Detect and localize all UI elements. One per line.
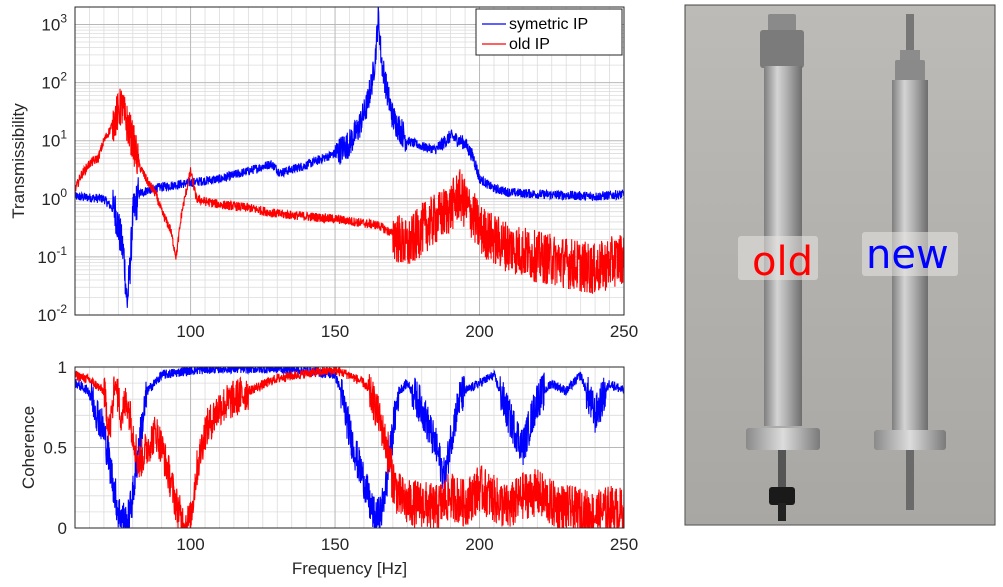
photo-panel: old new	[684, 4, 996, 526]
axes-frame	[74, 6, 625, 316]
new-device-rod	[906, 450, 914, 510]
x-tick-label: 200	[465, 535, 493, 554]
legend-label: symetric IP	[509, 16, 588, 33]
series-line-old-ip	[75, 88, 624, 294]
new-device-flange	[874, 430, 946, 450]
y-tick-label: 101	[41, 128, 67, 151]
x-tick-label: 250	[610, 535, 638, 554]
legend-label: old IP	[509, 36, 550, 53]
y-tick-label: 0	[58, 519, 67, 538]
y-tick-label: 1	[58, 358, 67, 377]
old-device-flange	[746, 428, 820, 450]
x-tick-label: 100	[176, 322, 204, 341]
grid	[75, 6, 625, 316]
old-label: old	[752, 239, 813, 285]
new-device-top-nut	[900, 50, 920, 60]
axes-frame	[74, 366, 625, 529]
old-device-knob-stem	[778, 503, 786, 521]
x-tick-label: 200	[465, 322, 493, 341]
new-device-head	[895, 60, 925, 82]
y-tick-label: 0.5	[43, 439, 67, 458]
series-group	[75, 367, 624, 528]
old-device-top-mount	[768, 14, 796, 34]
coherence-chart: 100 150 200 250 0 0.5 1 Coherence Frequency [Hz]	[19, 358, 638, 578]
series-group	[75, 7, 624, 308]
new-label: new	[866, 232, 949, 278]
y-axis-label: Transmissibility	[9, 103, 28, 219]
series-line-symetric-ip	[75, 7, 624, 308]
y-tick-label: 100	[41, 186, 67, 209]
series-line-symetric-ip	[75, 367, 624, 528]
y-tick-label: 10-2	[37, 302, 67, 325]
old-device-knob	[769, 487, 795, 505]
x-tick-label: 150	[321, 322, 349, 341]
old-label-background	[738, 236, 818, 280]
x-tick-label: 250	[610, 322, 638, 341]
transmissibility-chart: 100 150 200 250 10-2 10-1 100 101 102 103 Transmis…	[9, 6, 638, 341]
series-line-old-ip	[75, 367, 624, 528]
x-tick-label: 100	[176, 535, 204, 554]
x-tick-label: 150	[321, 535, 349, 554]
old-device-rod	[778, 450, 786, 495]
legend-box	[475, 8, 623, 56]
y-tick-label: 10-1	[37, 244, 67, 267]
y-tick-label: 102	[41, 70, 67, 93]
y-tick-label: 103	[41, 11, 67, 34]
old-device-head	[760, 30, 804, 68]
y-axis-label: Coherence	[19, 406, 38, 489]
new-device-top-rod	[906, 14, 914, 54]
x-axis-label: Frequency [Hz]	[292, 559, 407, 578]
legend: symetric IP old IP	[475, 8, 623, 56]
new-label-background	[862, 232, 958, 276]
